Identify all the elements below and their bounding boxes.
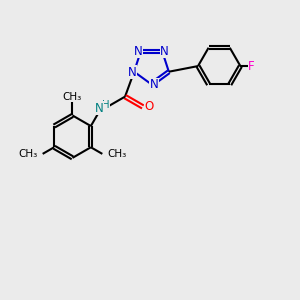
- Text: N: N: [134, 45, 143, 58]
- Text: CH₃: CH₃: [63, 92, 82, 102]
- Text: F: F: [248, 60, 255, 73]
- Text: N: N: [128, 66, 136, 79]
- Text: H: H: [102, 100, 110, 110]
- Text: O: O: [145, 100, 154, 113]
- Text: N: N: [160, 45, 169, 58]
- Text: N: N: [149, 78, 158, 92]
- Text: CH₃: CH₃: [18, 149, 38, 159]
- Text: N: N: [95, 102, 103, 115]
- Text: CH₃: CH₃: [108, 149, 127, 159]
